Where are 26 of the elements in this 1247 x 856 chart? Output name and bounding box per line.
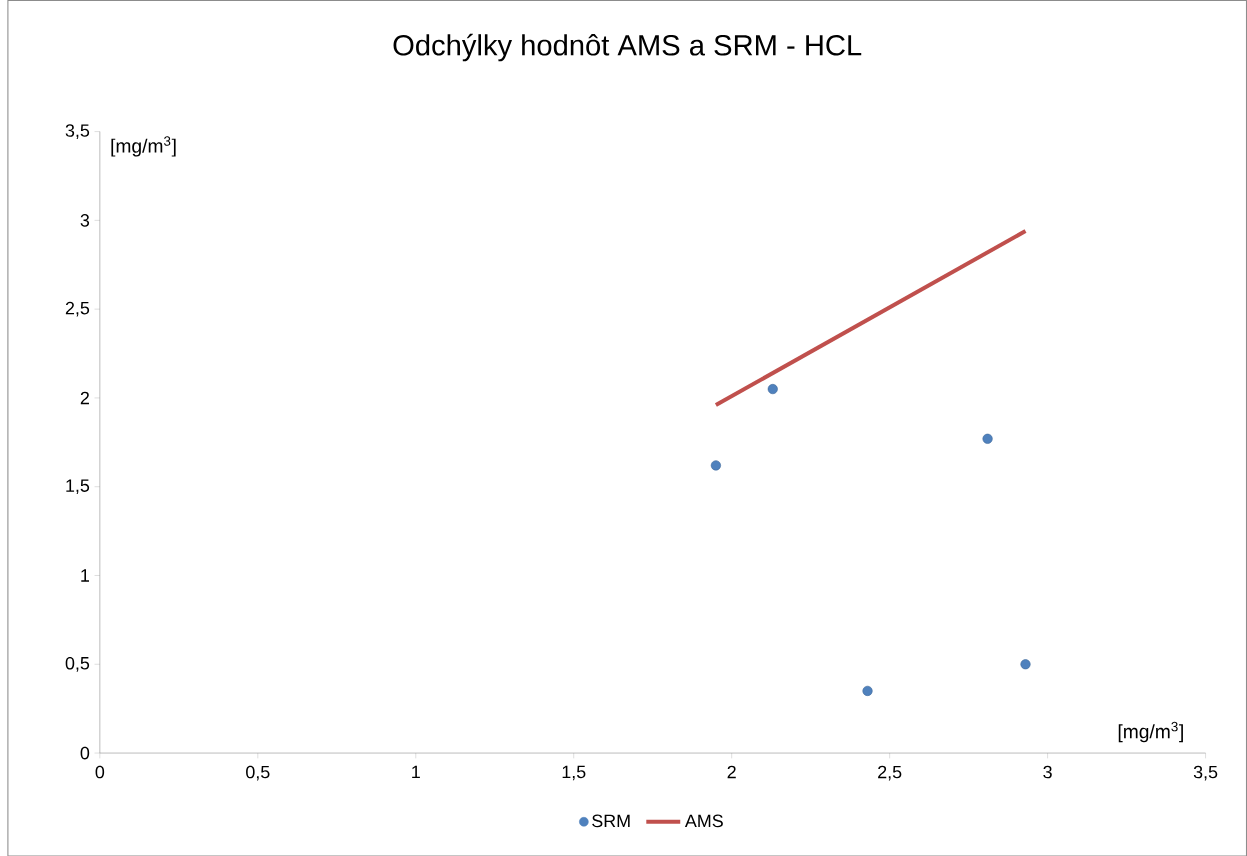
x-tick-label: 0,5 — [246, 765, 270, 781]
x-axis-title: [mg/m$^{3}$] — [1118, 721, 1183, 742]
y-tick-label: 2,5 — [65, 301, 90, 317]
x-tick-label: 2,5 — [878, 765, 902, 781]
x-tick-label: 3 — [1043, 765, 1052, 779]
legend-label: SRM — [592, 814, 630, 827]
y-tick-label: 1,5 — [66, 479, 90, 494]
point — [710, 460, 721, 471]
point — [767, 383, 778, 394]
x-tick-label: 3,5 — [1193, 765, 1218, 781]
chart-title: Odchýlky hodnôt AMS a SRM - HCL — [393, 33, 862, 62]
x-tick-label: 0 — [95, 765, 105, 779]
point — [862, 685, 873, 696]
point — [982, 433, 993, 444]
x-tick-label: 1,5 — [562, 765, 586, 781]
y-tick-label: 3 — [80, 213, 90, 227]
legend-label: AMS — [684, 814, 723, 827]
point — [1020, 659, 1031, 670]
y-axis-title: [mg/m$^{3}$] — [111, 136, 176, 157]
y-tick-label: 1 — [81, 569, 89, 582]
y-tick-label: 2 — [80, 391, 89, 404]
x-tick-label: 1 — [412, 765, 420, 778]
y-tick-label: 0,5 — [65, 656, 90, 672]
x-tick-label: 2 — [727, 765, 736, 778]
y-tick-label: 0 — [80, 746, 90, 760]
y-tick-label: 3,5 — [65, 123, 90, 139]
